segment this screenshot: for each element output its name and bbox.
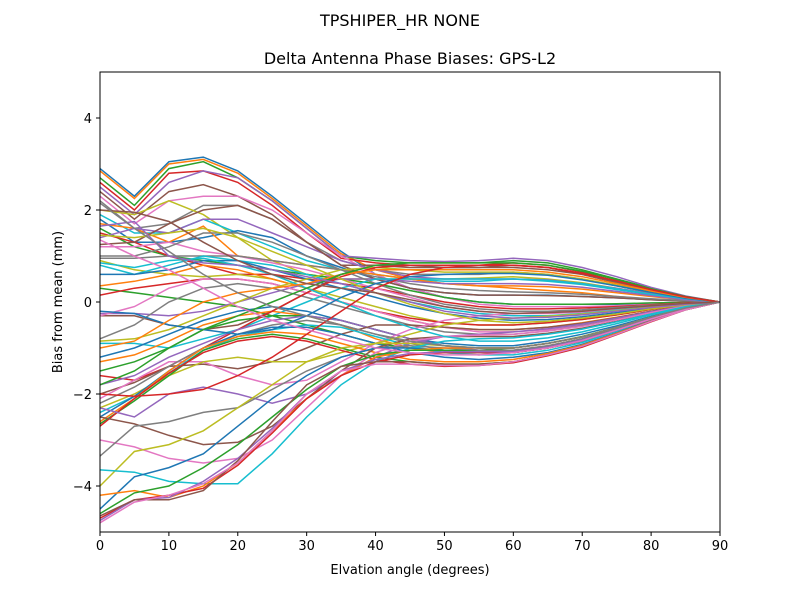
series-line <box>100 264 720 398</box>
series-line <box>100 227 720 324</box>
chart-title: Delta Antenna Phase Biases: GPS-L2 <box>264 49 556 68</box>
series-line <box>100 209 720 315</box>
chart-suptitle: TPSHIPER_HR NONE <box>319 11 480 31</box>
x-tick-label: 30 <box>298 539 315 554</box>
series-line <box>100 239 720 356</box>
series-line <box>100 257 720 342</box>
series-line <box>100 241 720 315</box>
series-line <box>100 301 720 423</box>
x-tick-label: 20 <box>230 539 247 554</box>
x-tick-label: 40 <box>367 539 384 554</box>
series-lines <box>100 156 720 524</box>
y-axis-label: Bias from mean (mm) <box>51 231 66 373</box>
y-axis-ticks: −4 −2 0 2 4 <box>73 112 100 495</box>
series-line <box>100 278 720 349</box>
x-tick-label: 10 <box>161 539 178 554</box>
x-tick-label: 50 <box>436 539 453 554</box>
x-tick-label: 60 <box>505 539 522 554</box>
series-line <box>100 301 720 457</box>
series-line <box>100 278 720 317</box>
y-tick-label: −2 <box>73 388 92 403</box>
x-tick-label: 80 <box>643 539 660 554</box>
series-line <box>100 259 720 322</box>
series-line <box>100 202 720 349</box>
y-tick-label: 2 <box>84 204 92 219</box>
x-tick-label: 0 <box>96 539 104 554</box>
series-line <box>100 204 720 303</box>
x-axis-ticks: 0 10 20 30 40 50 60 70 80 90 <box>96 532 728 554</box>
series-line <box>100 170 720 303</box>
y-tick-label: 0 <box>84 296 92 311</box>
series-line <box>100 220 720 319</box>
x-axis-label: Elvation angle (degrees) <box>330 563 489 578</box>
x-tick-label: 90 <box>712 539 729 554</box>
series-line <box>100 232 720 312</box>
series-line <box>100 262 720 386</box>
y-tick-label: −4 <box>73 480 92 495</box>
series-line <box>100 269 720 349</box>
y-tick-label: 4 <box>84 112 92 127</box>
series-line <box>100 301 720 524</box>
x-tick-label: 70 <box>574 539 591 554</box>
